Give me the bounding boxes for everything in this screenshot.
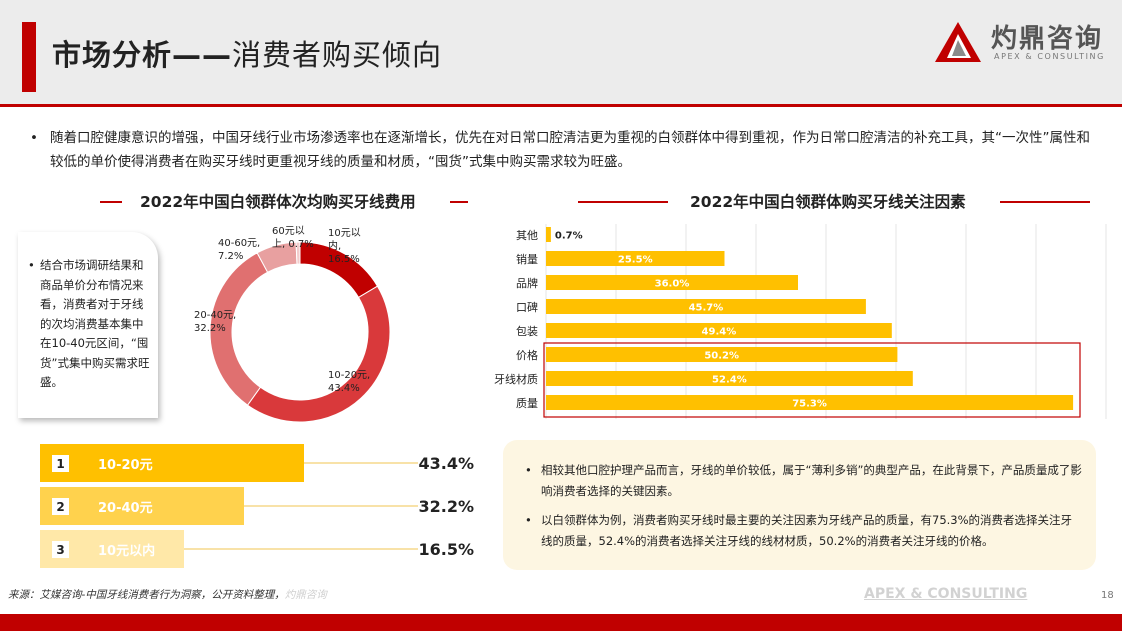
rank-label-3: 10元以内 (98, 543, 155, 559)
rank-list: 1 10-20元 43.4% 2 20-40元 32.2% 3 10元以内 16.5% (40, 444, 474, 568)
bar-value-label: 75.3% (792, 399, 827, 410)
bar-value-label: 0.7% (555, 231, 583, 242)
right-note-box: 相较其他口腔护理产品而言，牙线的单价较低，属于“薄利多销”的典型产品，在此背景下… (503, 440, 1096, 570)
rank-badge-2 (52, 498, 69, 515)
footer-brand: APEX & CONSULTING (864, 586, 1028, 602)
rank-number-3: 3 (56, 543, 64, 557)
source-faint-text: 灼鼎咨询 (284, 589, 327, 601)
rank-value-3: 16.5% (418, 540, 474, 559)
donut-label-4: 40-60元, 7.2% (218, 238, 260, 262)
page-number: 18 (1101, 590, 1114, 601)
bar-4 (546, 299, 866, 314)
bar-2 (546, 251, 725, 266)
rank-label-1: 10-20元 (98, 458, 153, 473)
right-title-line-right (1000, 201, 1090, 203)
bar-highlight-frame (543, 342, 1081, 418)
bar-value-label: 49.4% (702, 327, 737, 338)
logo-en-text: APEX & CONSULTING (994, 52, 1105, 61)
right-note-item-2: 以白领群体为例，消费者购买牙线时最主要的关注因素为牙线产品的质量，有75.3%的… (525, 510, 1082, 552)
bar-5 (546, 323, 892, 338)
right-title-line-left (578, 201, 668, 203)
left-title-line-right (450, 201, 468, 203)
bar-chart-title: 2022年中国白领群体购买牙线关注因素 (690, 193, 966, 211)
donut-label-2: 10-20元, 43.4% (328, 370, 370, 394)
source-note: 来源：艾媒咨询-中国牙线消费者行为洞察，公开资料整理，灼鼎咨询 (8, 587, 327, 602)
bar-category-label: 包装 (516, 325, 538, 338)
bar-category-label: 价格 (516, 348, 538, 362)
bar-chart: 其他 0.7% 销量 25.5% 品牌 36.0% 口碑 45.7% 包装 49.4% 价格 50.2… (494, 224, 1107, 419)
header-accent-bar (22, 22, 36, 92)
donut-label-5: 60元以上, 0.7% (272, 226, 314, 250)
donut-label-1: 10元以内, 16.5% (328, 228, 361, 265)
footer-band (0, 614, 1122, 631)
bar-value-label: 52.4% (712, 375, 747, 386)
rank-value-2: 32.2% (418, 497, 474, 516)
bar-category-label: 品牌 (516, 276, 538, 290)
bar-category-label: 口碑 (516, 301, 538, 314)
left-note-card: 结合市场调研结果和商品单价分布情况来看，消费者对于牙线的次均消费基本集中在10-… (18, 232, 158, 418)
bar-category-label: 牙线材质 (494, 372, 538, 386)
rank-badge-1 (52, 455, 69, 472)
logo-triangle-icon (935, 22, 981, 62)
bar-7 (546, 371, 913, 386)
bar-8 (546, 395, 1074, 410)
bar-1 (546, 227, 551, 242)
right-note-item-1: 相较其他口腔护理产品而言，牙线的单价较低，属于“薄利多销”的典型产品，在此背景下… (525, 460, 1082, 502)
bar-value-label: 36.0% (655, 279, 690, 290)
rank-bar-1 (40, 444, 304, 482)
bar-category-label: 质量 (516, 397, 538, 410)
bar-value-label: 25.5% (618, 255, 653, 266)
page-title: 市场分析——消费者购买倾向 (52, 32, 442, 74)
rank-number-2: 2 (56, 500, 64, 514)
bar-value-label: 50.2% (704, 351, 739, 362)
donut-chart: 10元以内, 16.5% 10-20元, 43.4% 20-40元, 32.2% 40-60… (194, 226, 391, 423)
intro-paragraph: 随着口腔健康意识的增强，中国牙线行业市场渗透率也在逐渐增长，优先在对日常口腔清洁… (30, 126, 1100, 174)
donut-chart-title: 2022年中国白领群体次均购买牙线费用 (140, 193, 416, 211)
left-title-line-left (100, 201, 122, 203)
rank-bar-2 (40, 487, 244, 525)
rank-label-2: 20-40元 (98, 501, 153, 516)
donut-slice-2 (246, 285, 391, 423)
source-text: 来源：艾媒咨询-中国牙线消费者行为洞察，公开资料整理， (8, 589, 285, 601)
bar-value-label: 45.7% (689, 303, 724, 314)
logo-cn-text: 灼鼎咨询 (991, 24, 1104, 54)
bar-category-label: 销量 (516, 252, 538, 266)
donut-label-3: 20-40元, 32.2% (194, 310, 236, 334)
header-rule (0, 104, 1122, 107)
rank-badge-3 (52, 541, 69, 558)
bar-category-label: 其他 (516, 229, 538, 242)
header-band (0, 0, 1122, 104)
bar-3 (546, 275, 798, 290)
brand-logo: 灼鼎咨询 APEX & CONSULTING (935, 18, 1115, 68)
page-title-main: 市场分析—— (52, 38, 233, 72)
rank-number-1: 1 (56, 457, 64, 471)
page-title-sub: 消费者购买倾向 (232, 38, 443, 72)
bar-6 (546, 347, 898, 362)
left-note-text: 结合市场调研结果和商品单价分布情况来看，消费者对于牙线的次均消费基本集中在10-… (28, 256, 152, 393)
rank-value-1: 43.4% (418, 454, 474, 473)
donut-slice-5 (295, 241, 301, 265)
